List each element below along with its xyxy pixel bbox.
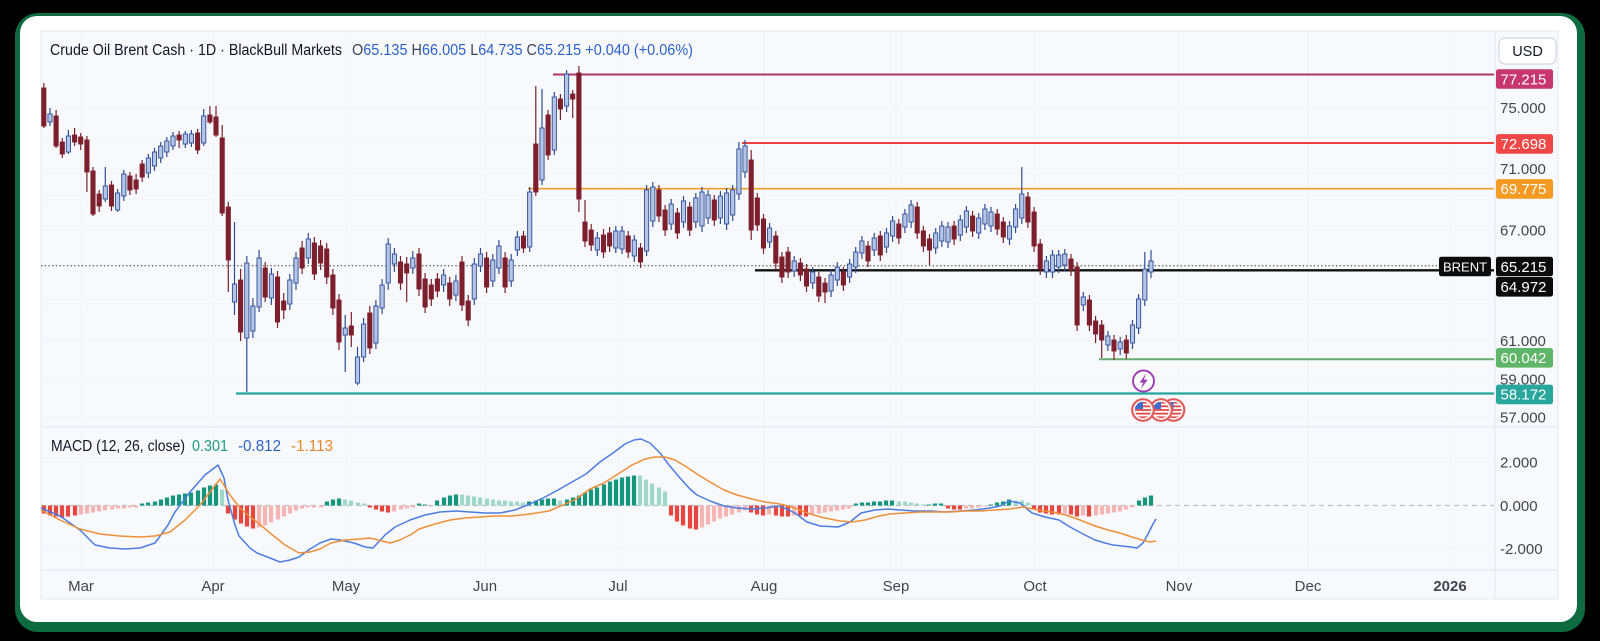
svg-text:Sep: Sep xyxy=(883,578,910,595)
svg-text:64.972: 64.972 xyxy=(1501,279,1547,296)
svg-text:Nov: Nov xyxy=(1166,578,1193,595)
svg-text:May: May xyxy=(332,578,361,595)
svg-text:-1.113: -1.113 xyxy=(291,438,333,455)
svg-text:Oct: Oct xyxy=(1023,578,1047,595)
svg-text:65.215: 65.215 xyxy=(1501,259,1547,276)
svg-text:69.775: 69.775 xyxy=(1501,181,1547,198)
svg-text:58.172: 58.172 xyxy=(1501,387,1547,404)
svg-text:0.000: 0.000 xyxy=(1500,498,1538,515)
svg-text:67.000: 67.000 xyxy=(1500,223,1546,240)
svg-text:72.698: 72.698 xyxy=(1501,136,1547,153)
svg-text:0.301: 0.301 xyxy=(192,438,228,455)
svg-text:Jul: Jul xyxy=(608,578,627,595)
svg-text:MACD (12, 26, close): MACD (12, 26, close) xyxy=(51,438,185,455)
svg-text:71.000: 71.000 xyxy=(1500,161,1546,178)
svg-text:75.000: 75.000 xyxy=(1500,100,1546,117)
svg-text:2026: 2026 xyxy=(1433,578,1466,595)
svg-text:57.000: 57.000 xyxy=(1500,410,1546,427)
svg-text:BRENT: BRENT xyxy=(1443,259,1487,274)
svg-text:77.215: 77.215 xyxy=(1501,71,1547,88)
svg-text:59.000: 59.000 xyxy=(1500,371,1546,388)
svg-text:61.000: 61.000 xyxy=(1500,333,1546,350)
svg-text:Crude Oil Brent Cash · 1D · Bl: Crude Oil Brent Cash · 1D · BlackBull Ma… xyxy=(50,42,342,59)
svg-text:Mar: Mar xyxy=(68,578,94,595)
svg-text:2.000: 2.000 xyxy=(1500,455,1538,472)
svg-text:60.042: 60.042 xyxy=(1501,350,1547,367)
svg-text:USD: USD xyxy=(1512,44,1543,60)
svg-text:O65.135 H66.005 L64.735 C65: O65.135 H66.005 L64.735 C65.215 +0.040 (… xyxy=(352,42,693,59)
svg-text:-2.000: -2.000 xyxy=(1500,541,1543,558)
svg-text:Jun: Jun xyxy=(473,578,497,595)
svg-text:Apr: Apr xyxy=(201,578,224,595)
svg-text:-0.812: -0.812 xyxy=(238,438,281,455)
svg-text:Aug: Aug xyxy=(751,578,778,595)
svg-text:Dec: Dec xyxy=(1295,578,1322,595)
